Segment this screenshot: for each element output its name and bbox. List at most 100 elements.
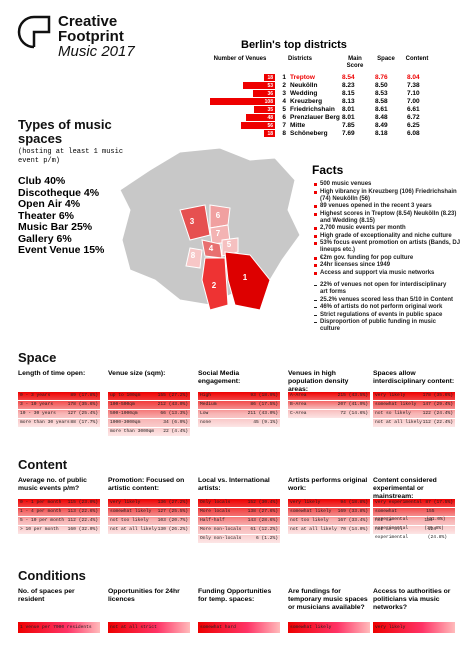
logo-text: Creative <box>58 13 118 30</box>
table-row: B-Area 207 (41.9%) <box>288 401 370 410</box>
map-district-label: 8 <box>191 251 196 260</box>
row-label: Low <box>200 411 209 416</box>
row-label: not too likely <box>290 518 329 523</box>
table-row: somewhat experimental 155 (31.0%) <box>373 508 455 522</box>
row-label: 5 - 10 per month <box>20 518 65 523</box>
row-label: More non-locals <box>200 527 242 532</box>
table-row: somewhat likely 169 (33.8%) <box>288 508 370 517</box>
column-heading: Length of time open: <box>18 370 86 377</box>
logo-text: Footprint <box>58 28 124 45</box>
fact-text: Disproportion of public funding in music… <box>320 319 436 332</box>
row-value: 87 (17.5%) <box>425 500 453 505</box>
row-value: 134 (26.8%) <box>424 518 444 531</box>
table-row: very experimental 87 (17.5%) <box>373 499 455 508</box>
facts-title: Facts <box>312 163 344 177</box>
condition-bar: somewhat hard <box>198 622 280 633</box>
row-value: 138 (27.6%) <box>247 509 278 514</box>
row-value: 136 (27.2%) <box>157 500 188 505</box>
content-score: 7.10 <box>407 90 420 97</box>
row-label: somewhat likely <box>290 509 332 514</box>
row-value: 178 (35.6%) <box>422 393 453 398</box>
table-row: High 93 (18.9%) <box>198 392 280 401</box>
space-score: 8.58 <box>375 98 388 105</box>
space-score: 8.76 <box>375 74 388 81</box>
row-label: 100-500qm <box>110 402 135 407</box>
venue-bar <box>253 90 275 97</box>
mini-table: 0 - 1 per month 115 (23.0%) 1 - 4 per mont… <box>18 499 100 535</box>
row-value: 113 (22.6%) <box>67 509 98 514</box>
music-spaces-title: Types of music spaces <box>18 117 112 146</box>
rank: 7 <box>282 122 286 129</box>
row-value: 169 (33.8%) <box>337 509 368 514</box>
content-score: 8.04 <box>407 74 420 81</box>
content-score: 6.08 <box>407 130 420 137</box>
column-header: Space <box>377 56 395 62</box>
row-value: 89 (17.8%) <box>70 393 98 398</box>
mini-table: up to 100qm 155 (27.2%) 100-500qm 212 (43.0… <box>108 392 190 437</box>
row-label: not so likely <box>375 411 411 416</box>
table-row: somewhat likely 147 (29.4%) <box>373 401 455 410</box>
venue-count: 35 <box>267 106 273 113</box>
row-value: 160 (32.0%) <box>67 527 98 532</box>
row-value: 147 (29.4%) <box>422 402 453 407</box>
row-value: 86 (17.5%) <box>250 402 278 407</box>
fact-item: 53% focus event promotion on artists (Ba… <box>314 240 464 254</box>
music-space-item: Open Air 4% <box>18 198 81 210</box>
condition-bar: 1 venue per 7000 residents <box>18 622 100 633</box>
row-label: 3 - 10 years <box>20 402 54 407</box>
section-title: Conditions <box>18 568 86 583</box>
row-value: 72 (14.6%) <box>340 411 368 416</box>
row-label: none <box>200 420 212 425</box>
districts-title: Berlin's top districts <box>241 39 347 51</box>
table-row: somewhat likely 127 (25.5%) <box>108 508 190 517</box>
music-space-item: Gallery 6% <box>18 232 72 245</box>
column-heading: Content considered experimental or mains… <box>373 477 437 500</box>
row-value: 212 (43.0%) <box>157 402 188 407</box>
table-row: More non-locals 61 (12.2%) <box>198 526 280 535</box>
rank: 3 <box>282 90 286 97</box>
row-label: very likely <box>110 500 141 505</box>
row-value: 34 (6.9%) <box>163 420 188 425</box>
fact-item: 46% of artists do not perform original w… <box>314 304 454 311</box>
bullet <box>314 183 317 186</box>
music-space-item: Music Bar 25% <box>18 221 93 233</box>
fact-item: 24hr licenses since 1949 <box>314 262 464 269</box>
map-district-label: 7 <box>216 229 221 238</box>
row-value: 88 (17.7%) <box>70 420 98 425</box>
row-value: 6 (1.2%) <box>255 536 278 541</box>
row-value: 178 (35.6%) <box>67 402 98 407</box>
table-row: not so likely 122 (24.4%) <box>373 410 455 419</box>
fact-item: High grade of exceptionality and niche c… <box>314 233 464 240</box>
venue-count: 53 <box>267 82 273 89</box>
condition-bar: not at all strict <box>108 622 190 633</box>
row-value: 124 (24.8%) <box>427 527 448 540</box>
table-row: Medium 86 (17.5%) <box>198 401 280 410</box>
content-score: 6.25 <box>407 122 420 129</box>
row-label: Only locals <box>200 500 231 505</box>
district: Friedrichshain <box>290 106 335 113</box>
bullet <box>314 227 317 230</box>
facts-weaknesses: 22% of venues not open for interdiscipli… <box>314 282 454 334</box>
bullet <box>314 264 317 267</box>
row-label: not at all likely <box>290 527 337 532</box>
table-row: A-Area 215 (43.5%) <box>288 392 370 401</box>
bullet <box>314 190 317 194</box>
venue-bar <box>210 98 275 105</box>
venue-bar <box>264 74 275 81</box>
fact-text: 46% of artists do not perform original w… <box>320 304 443 310</box>
row-value: 130 (26.2%) <box>157 527 188 532</box>
table-row: > 10 per month 160 (32.0%) <box>18 526 100 535</box>
row-value: 93 (18.9%) <box>250 393 278 398</box>
mini-table: very likely 178 (35.6%) somewhat likely 147… <box>373 392 455 428</box>
row-label: somewhat likely <box>375 402 417 407</box>
mini-table: A-Area 215 (43.5%) B-Area 207 (41.9%) C-Area… <box>288 392 370 419</box>
space-score: 8.49 <box>375 122 388 129</box>
music-spaces-list: Club 40% Discotheque 4% Open Air 4% Theater… <box>18 175 104 257</box>
main-score: 7.69 <box>342 130 355 137</box>
table-row: not at all likely 112 (22.4%) <box>373 419 455 428</box>
mini-table: very likely 136 (27.2%) somewhat likely 127… <box>108 499 190 535</box>
row-value: 155 (27.2%) <box>157 393 188 398</box>
table-row: not at all experimental 124 (24.8%) <box>373 526 455 540</box>
map-district-label: 5 <box>227 240 232 249</box>
